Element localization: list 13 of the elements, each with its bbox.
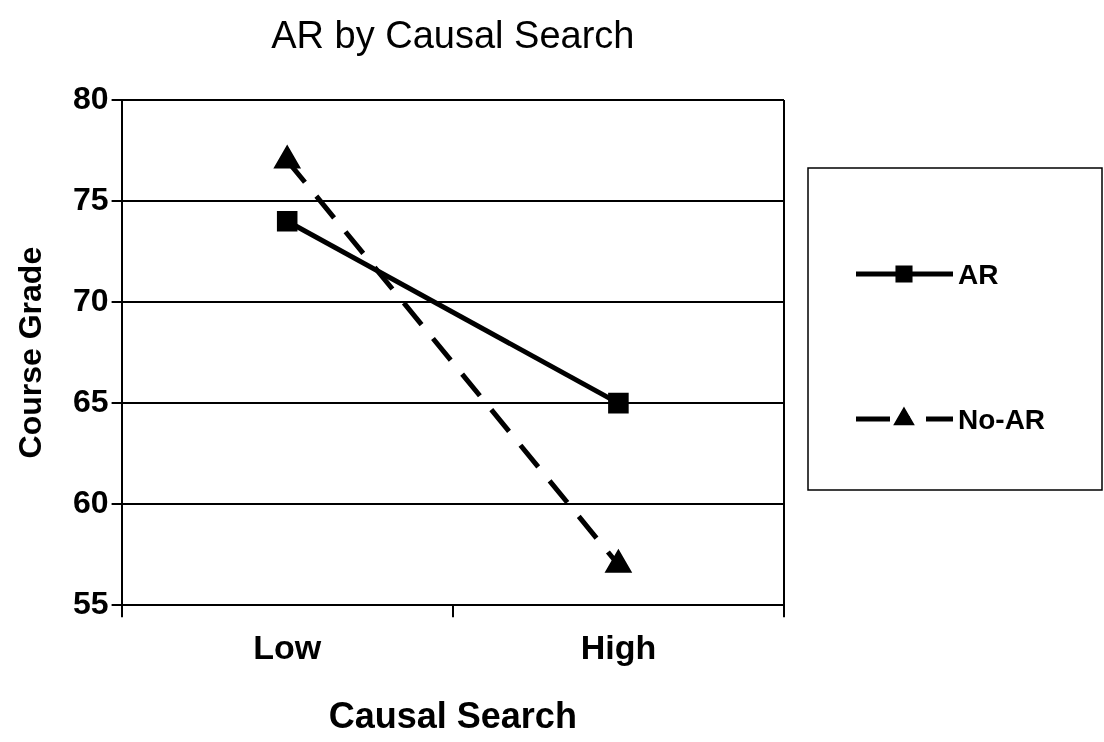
y-tick-label: 65 xyxy=(73,382,109,419)
y-tick-label: 75 xyxy=(73,180,109,217)
chart-title: AR by Causal Search xyxy=(271,14,635,57)
y-tick-label: 70 xyxy=(73,281,109,318)
x-tick-label: Low xyxy=(253,627,322,666)
y-tick-label: 60 xyxy=(73,483,109,520)
legend-label: AR xyxy=(958,258,999,290)
x-tick-label: High xyxy=(580,627,657,666)
y-tick-label: 80 xyxy=(73,79,109,116)
legend-label: No-AR xyxy=(958,403,1046,435)
x-axis-title: Causal Search xyxy=(328,694,577,736)
y-tick-label: 55 xyxy=(73,585,109,622)
y-axis-title: Course Grade xyxy=(11,246,48,459)
